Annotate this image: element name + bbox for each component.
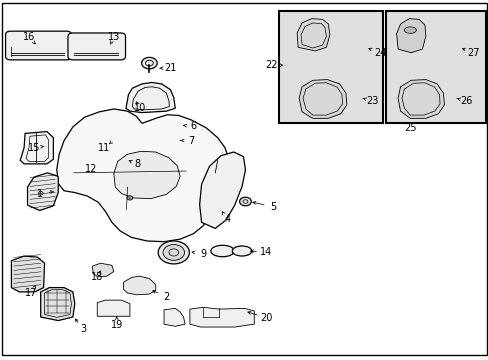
Polygon shape xyxy=(397,80,444,118)
Ellipse shape xyxy=(172,136,183,142)
Text: 1: 1 xyxy=(37,189,42,199)
Polygon shape xyxy=(27,173,58,211)
Polygon shape xyxy=(123,276,156,295)
Circle shape xyxy=(158,241,189,264)
Text: 22: 22 xyxy=(265,60,278,70)
Text: 4: 4 xyxy=(224,215,230,224)
Text: 5: 5 xyxy=(270,202,276,212)
Circle shape xyxy=(239,197,251,206)
Polygon shape xyxy=(41,288,75,320)
Circle shape xyxy=(163,244,184,260)
FancyBboxPatch shape xyxy=(385,12,485,123)
Text: 11: 11 xyxy=(98,143,110,153)
Text: 27: 27 xyxy=(467,48,479,58)
FancyBboxPatch shape xyxy=(278,12,383,123)
Circle shape xyxy=(142,57,157,69)
Ellipse shape xyxy=(232,246,251,256)
Text: 6: 6 xyxy=(190,121,196,131)
Ellipse shape xyxy=(171,121,185,129)
Text: 16: 16 xyxy=(23,32,35,41)
Text: 18: 18 xyxy=(91,272,103,282)
Polygon shape xyxy=(78,159,114,187)
Polygon shape xyxy=(11,256,44,292)
Text: 15: 15 xyxy=(28,143,40,153)
Polygon shape xyxy=(92,263,114,277)
Text: 9: 9 xyxy=(200,248,206,258)
Text: 8: 8 xyxy=(134,159,140,169)
Text: 3: 3 xyxy=(81,324,86,334)
Polygon shape xyxy=(57,109,228,242)
Ellipse shape xyxy=(210,245,234,257)
Text: 13: 13 xyxy=(107,32,120,41)
Text: 7: 7 xyxy=(187,136,194,145)
Text: 17: 17 xyxy=(25,288,38,298)
Text: 14: 14 xyxy=(260,247,272,257)
Polygon shape xyxy=(109,152,137,173)
Polygon shape xyxy=(163,309,184,326)
Text: 20: 20 xyxy=(260,313,272,323)
FancyBboxPatch shape xyxy=(5,31,71,60)
Polygon shape xyxy=(126,82,175,113)
Polygon shape xyxy=(396,19,425,53)
Text: 10: 10 xyxy=(133,103,145,113)
Circle shape xyxy=(127,196,133,200)
Polygon shape xyxy=(20,132,53,164)
Text: 25: 25 xyxy=(403,123,416,133)
Text: 24: 24 xyxy=(373,48,386,58)
Ellipse shape xyxy=(404,27,415,33)
Polygon shape xyxy=(297,19,329,51)
Text: 2: 2 xyxy=(163,292,169,302)
Text: 23: 23 xyxy=(366,96,378,106)
Polygon shape xyxy=(199,152,245,228)
Text: 26: 26 xyxy=(459,96,471,106)
Polygon shape xyxy=(97,300,130,316)
Polygon shape xyxy=(114,151,180,199)
Text: 12: 12 xyxy=(84,164,97,174)
FancyBboxPatch shape xyxy=(68,33,125,60)
Text: 21: 21 xyxy=(164,63,176,73)
Text: 19: 19 xyxy=(110,320,122,330)
Polygon shape xyxy=(189,307,254,327)
Polygon shape xyxy=(94,137,122,158)
Polygon shape xyxy=(299,80,346,118)
